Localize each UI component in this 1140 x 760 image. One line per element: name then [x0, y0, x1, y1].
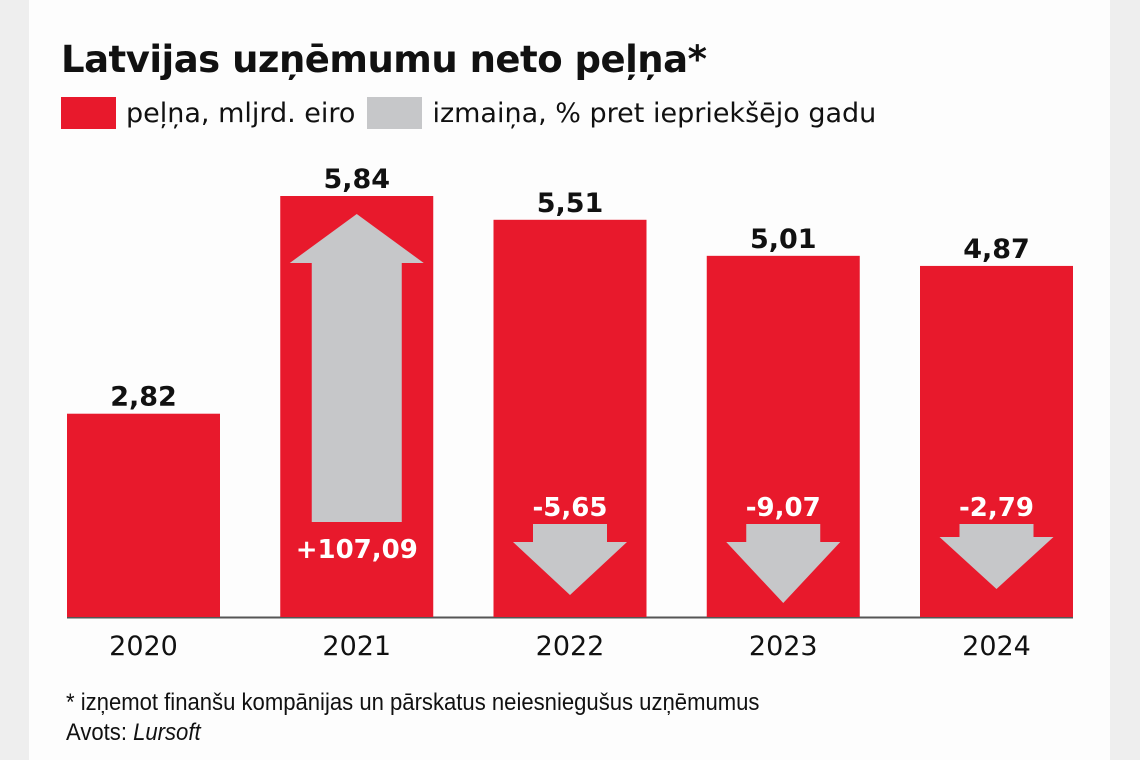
change-label-2024: -2,79 [959, 493, 1034, 523]
down-arrow-icon-2022 [513, 524, 627, 595]
legend-item-change: izmaiņa, % pret iepriekšējo gadu [367, 97, 876, 129]
up-arrow-icon-2021 [289, 214, 424, 522]
value-label-2020: 2,82 [110, 382, 177, 413]
value-label-2024: 4,87 [963, 234, 1030, 265]
x-tick-label-2022: 2022 [536, 631, 605, 662]
change-label-2022: -5,65 [533, 493, 608, 523]
legend-item-profit: peļņa, mljrd. eiro [61, 97, 355, 129]
legend-swatch-change [367, 97, 423, 129]
source-label: Avots: [66, 719, 127, 746]
x-tick-label-2021: 2021 [322, 631, 391, 662]
value-label-2023: 5,01 [750, 224, 817, 255]
footnote-text: * izņemot finanšu kompānijas un pārskatu… [66, 689, 760, 716]
footnote: * izņemot finanšu kompānijas un pārskatu… [66, 688, 759, 748]
x-tick-label-2024: 2024 [962, 631, 1031, 662]
value-label-2022: 5,51 [537, 188, 604, 219]
x-tick-label-2023: 2023 [749, 631, 818, 662]
change-label-2021: +107,09 [296, 535, 418, 565]
chart-title: Latvijas uzņēmumu neto peļņa* [61, 38, 707, 81]
bar-2020 [67, 413, 220, 617]
source-line: Avots: Lursoft [66, 718, 759, 748]
value-label-2021: 5,84 [323, 164, 390, 195]
down-arrow-icon-2023 [726, 524, 841, 603]
legend-swatch-profit [61, 97, 116, 129]
change-label-2023: -9,07 [746, 493, 821, 523]
source-name: Lursoft [133, 719, 201, 746]
legend-label-profit: peļņa, mljrd. eiro [126, 97, 356, 129]
down-arrow-icon-2024 [939, 524, 1054, 589]
legend-label-change: izmaiņa, % pret iepriekšējo gadu [432, 97, 877, 129]
x-tick-label-2020: 2020 [109, 631, 178, 662]
legend: peļņa, mljrd. eiro izmaiņa, % pret iepri… [61, 95, 888, 131]
